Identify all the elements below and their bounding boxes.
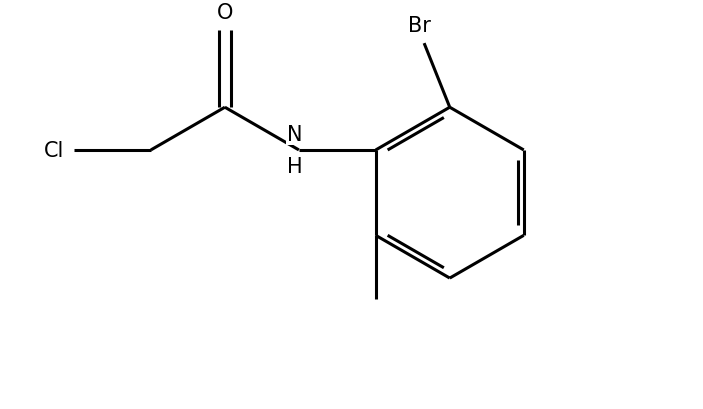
Text: Br: Br [408, 16, 431, 36]
Text: H: H [287, 157, 302, 176]
Text: N: N [287, 125, 302, 145]
Text: O: O [217, 3, 233, 23]
Text: Cl: Cl [44, 141, 64, 161]
